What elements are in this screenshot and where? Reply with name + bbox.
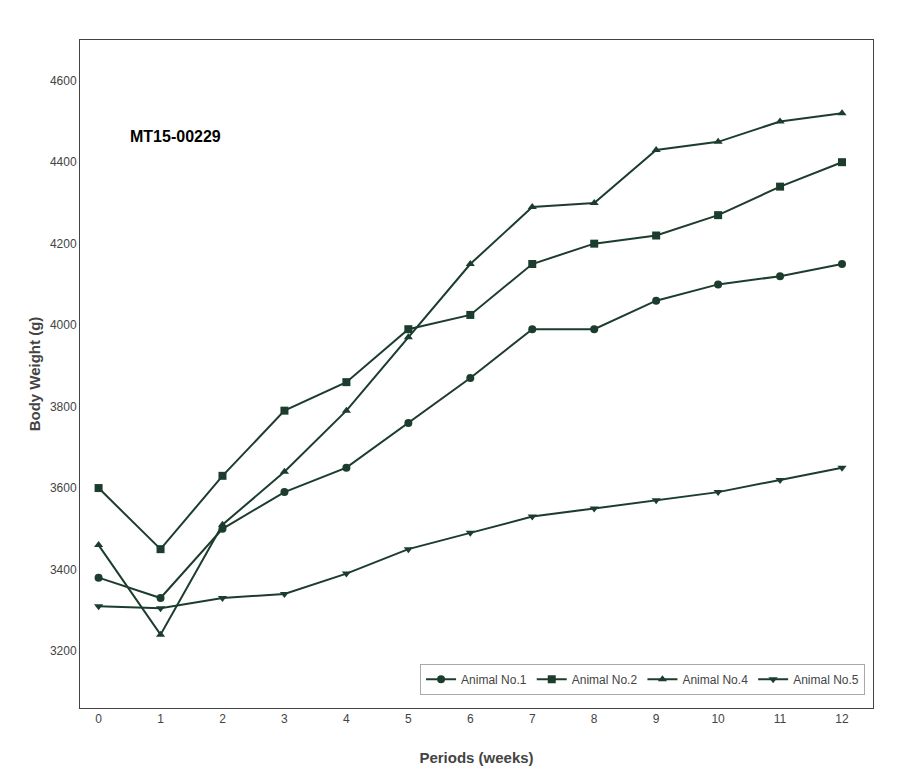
svg-text:4600: 4600 <box>50 74 77 88</box>
svg-text:9: 9 <box>653 712 660 726</box>
svg-text:2: 2 <box>219 712 226 726</box>
svg-text:6: 6 <box>467 712 474 726</box>
svg-text:4000: 4000 <box>50 318 77 332</box>
svg-text:11: 11 <box>774 712 787 726</box>
svg-text:4: 4 <box>343 712 350 726</box>
svg-text:8: 8 <box>591 712 598 726</box>
svg-text:0: 0 <box>95 712 102 726</box>
svg-text:Animal No.2: Animal No.2 <box>572 673 638 687</box>
svg-text:3200: 3200 <box>50 644 77 658</box>
svg-text:3600: 3600 <box>50 481 77 495</box>
svg-text:12: 12 <box>835 712 849 726</box>
svg-text:1: 1 <box>157 712 164 726</box>
svg-text:3400: 3400 <box>50 563 77 577</box>
svg-text:3800: 3800 <box>50 400 77 414</box>
svg-text:Animal No.1: Animal No.1 <box>461 673 527 687</box>
svg-text:10: 10 <box>711 712 725 726</box>
svg-text:Body Weight (g): Body Weight (g) <box>26 317 43 432</box>
svg-text:Periods (weeks): Periods (weeks) <box>419 749 533 766</box>
svg-text:Animal No.4: Animal No.4 <box>682 673 748 687</box>
svg-text:Animal No.5: Animal No.5 <box>793 673 859 687</box>
svg-text:7: 7 <box>529 712 536 726</box>
svg-text:4400: 4400 <box>50 155 77 169</box>
svg-text:5: 5 <box>405 712 412 726</box>
svg-text:4200: 4200 <box>50 237 77 251</box>
svg-text:MT15-00229: MT15-00229 <box>130 128 221 145</box>
svg-text:3: 3 <box>281 712 288 726</box>
